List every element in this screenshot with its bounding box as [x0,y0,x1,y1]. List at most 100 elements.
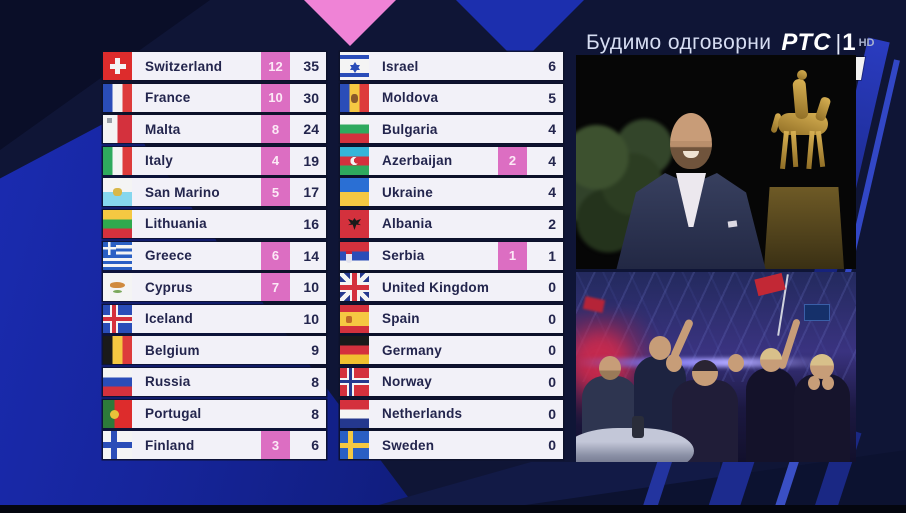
country-name: Switzerland [145,58,223,74]
country-name: Israel [382,58,419,74]
points-badge: 10 [261,83,290,112]
country-score: 4 [548,152,556,169]
scoreboard-row: San Marino 5 17 [103,178,326,207]
country-score: 0 [548,279,556,296]
scoreboard-row: Bulgaria 4 [340,115,563,144]
scoreboard-row: Malta 8 24 [103,115,326,144]
points-badge [498,400,527,428]
country-flag-icon [103,336,132,365]
points-badge [498,368,527,396]
country-score: 35 [303,58,319,74]
points-badge [498,431,527,459]
audience-member [746,318,801,462]
country-name: Finland [145,437,195,453]
country-score: 0 [548,373,556,390]
country-flag-icon [103,52,132,80]
country-flag-icon [103,304,132,333]
points-badge: 3 [261,431,290,460]
country-flag-icon [103,178,132,207]
country-name: Ukraine [382,184,433,200]
points-badge: 5 [261,178,290,207]
points-badge: 1 [498,241,527,270]
points-badge: 7 [261,273,290,302]
country-flag-icon [340,241,369,270]
scoreboard-row: Israel 6 [340,52,563,80]
bottom-letterbox-bar [0,505,906,513]
points-badge: 8 [261,115,290,144]
country-score: 30 [303,89,319,106]
points-badge [498,178,527,206]
country-flag-icon [340,273,369,302]
scoreboard-column-left: Switzerland 12 35 France 10 30 Malta 8 2… [103,52,326,460]
country-flag-icon [103,115,132,144]
presenter-pocket-square [727,220,738,228]
country-name: Bulgaria [382,121,438,137]
country-score: 0 [548,437,556,454]
presenter-video-feed [576,55,856,269]
country-name: United Kingdom [382,279,490,295]
arena-screen [804,304,830,321]
country-flag-icon [103,146,132,175]
points-badge: 12 [261,52,290,80]
broadcast-slogan: Будимо одговорни [586,31,772,54]
country-flag-icon [340,146,369,175]
country-name: Albania [382,216,433,232]
presenter-smile [683,151,699,158]
scoreboard-row: Spain 0 [340,304,563,333]
country-flag-icon [340,52,369,80]
points-badge [498,273,527,301]
scoreboard-row: Greece 6 14 [103,241,326,270]
country-flag-icon [103,241,132,270]
rts-channel-logo: РТС | 1 HD [781,29,874,57]
scoreboard-row: Ukraine 4 [340,178,563,207]
country-score: 9 [311,342,319,359]
points-badge [498,52,527,80]
country-name: Italy [145,153,174,169]
points-badge [498,305,527,333]
country-score: 0 [548,405,556,422]
rts-channel-number: 1 [842,29,856,56]
country-score: 1 [548,247,556,264]
country-flag-icon [103,209,132,238]
country-name: Cyprus [145,279,193,295]
scoreboard-row: Sweden 0 [340,431,563,460]
country-flag-icon [340,367,369,396]
country-name: Moldova [382,90,439,106]
scoreboard-row: Cyprus 7 10 [103,273,326,302]
country-name: Greece [145,248,192,264]
scoreboard-row: Italy 4 19 [103,146,326,175]
country-name: Belgium [145,342,200,358]
country-score: 8 [311,373,319,390]
points-badge [261,400,290,428]
country-name: Lithuania [145,216,207,232]
country-score: 8 [311,405,319,422]
points-badge [498,210,527,238]
country-flag-icon [340,83,369,112]
scoreboard-row: Lithuania 16 [103,209,326,238]
points-badge [498,336,527,364]
statue-pedestal [764,187,844,269]
scoreboard-row: Finland 3 6 [103,431,326,460]
country-name: Spain [382,311,420,327]
presenter-head [670,113,712,169]
country-name: Serbia [382,248,425,264]
country-score: 0 [548,310,556,327]
scoreboard-row: Netherlands 0 [340,399,563,428]
hd-quality-label: HD [858,37,875,49]
country-score: 16 [303,215,319,232]
rts-logo-text: РТС [781,29,832,56]
country-score: 4 [548,184,556,201]
country-score: 4 [548,121,556,138]
rts-logo-separator: | [835,30,842,55]
points-badge: 6 [261,241,290,270]
points-badge: 2 [498,146,527,175]
country-score: 6 [311,437,319,454]
audience-member [794,354,850,462]
scoreboard-row: Switzerland 12 35 [103,52,326,80]
country-name: San Marino [145,184,220,200]
scoreboard-row: Azerbaijan 2 4 [340,146,563,175]
country-name: Portugal [145,406,202,422]
country-score: 10 [303,279,319,296]
country-flag-icon [340,209,369,238]
audience-video-feed [576,272,856,462]
